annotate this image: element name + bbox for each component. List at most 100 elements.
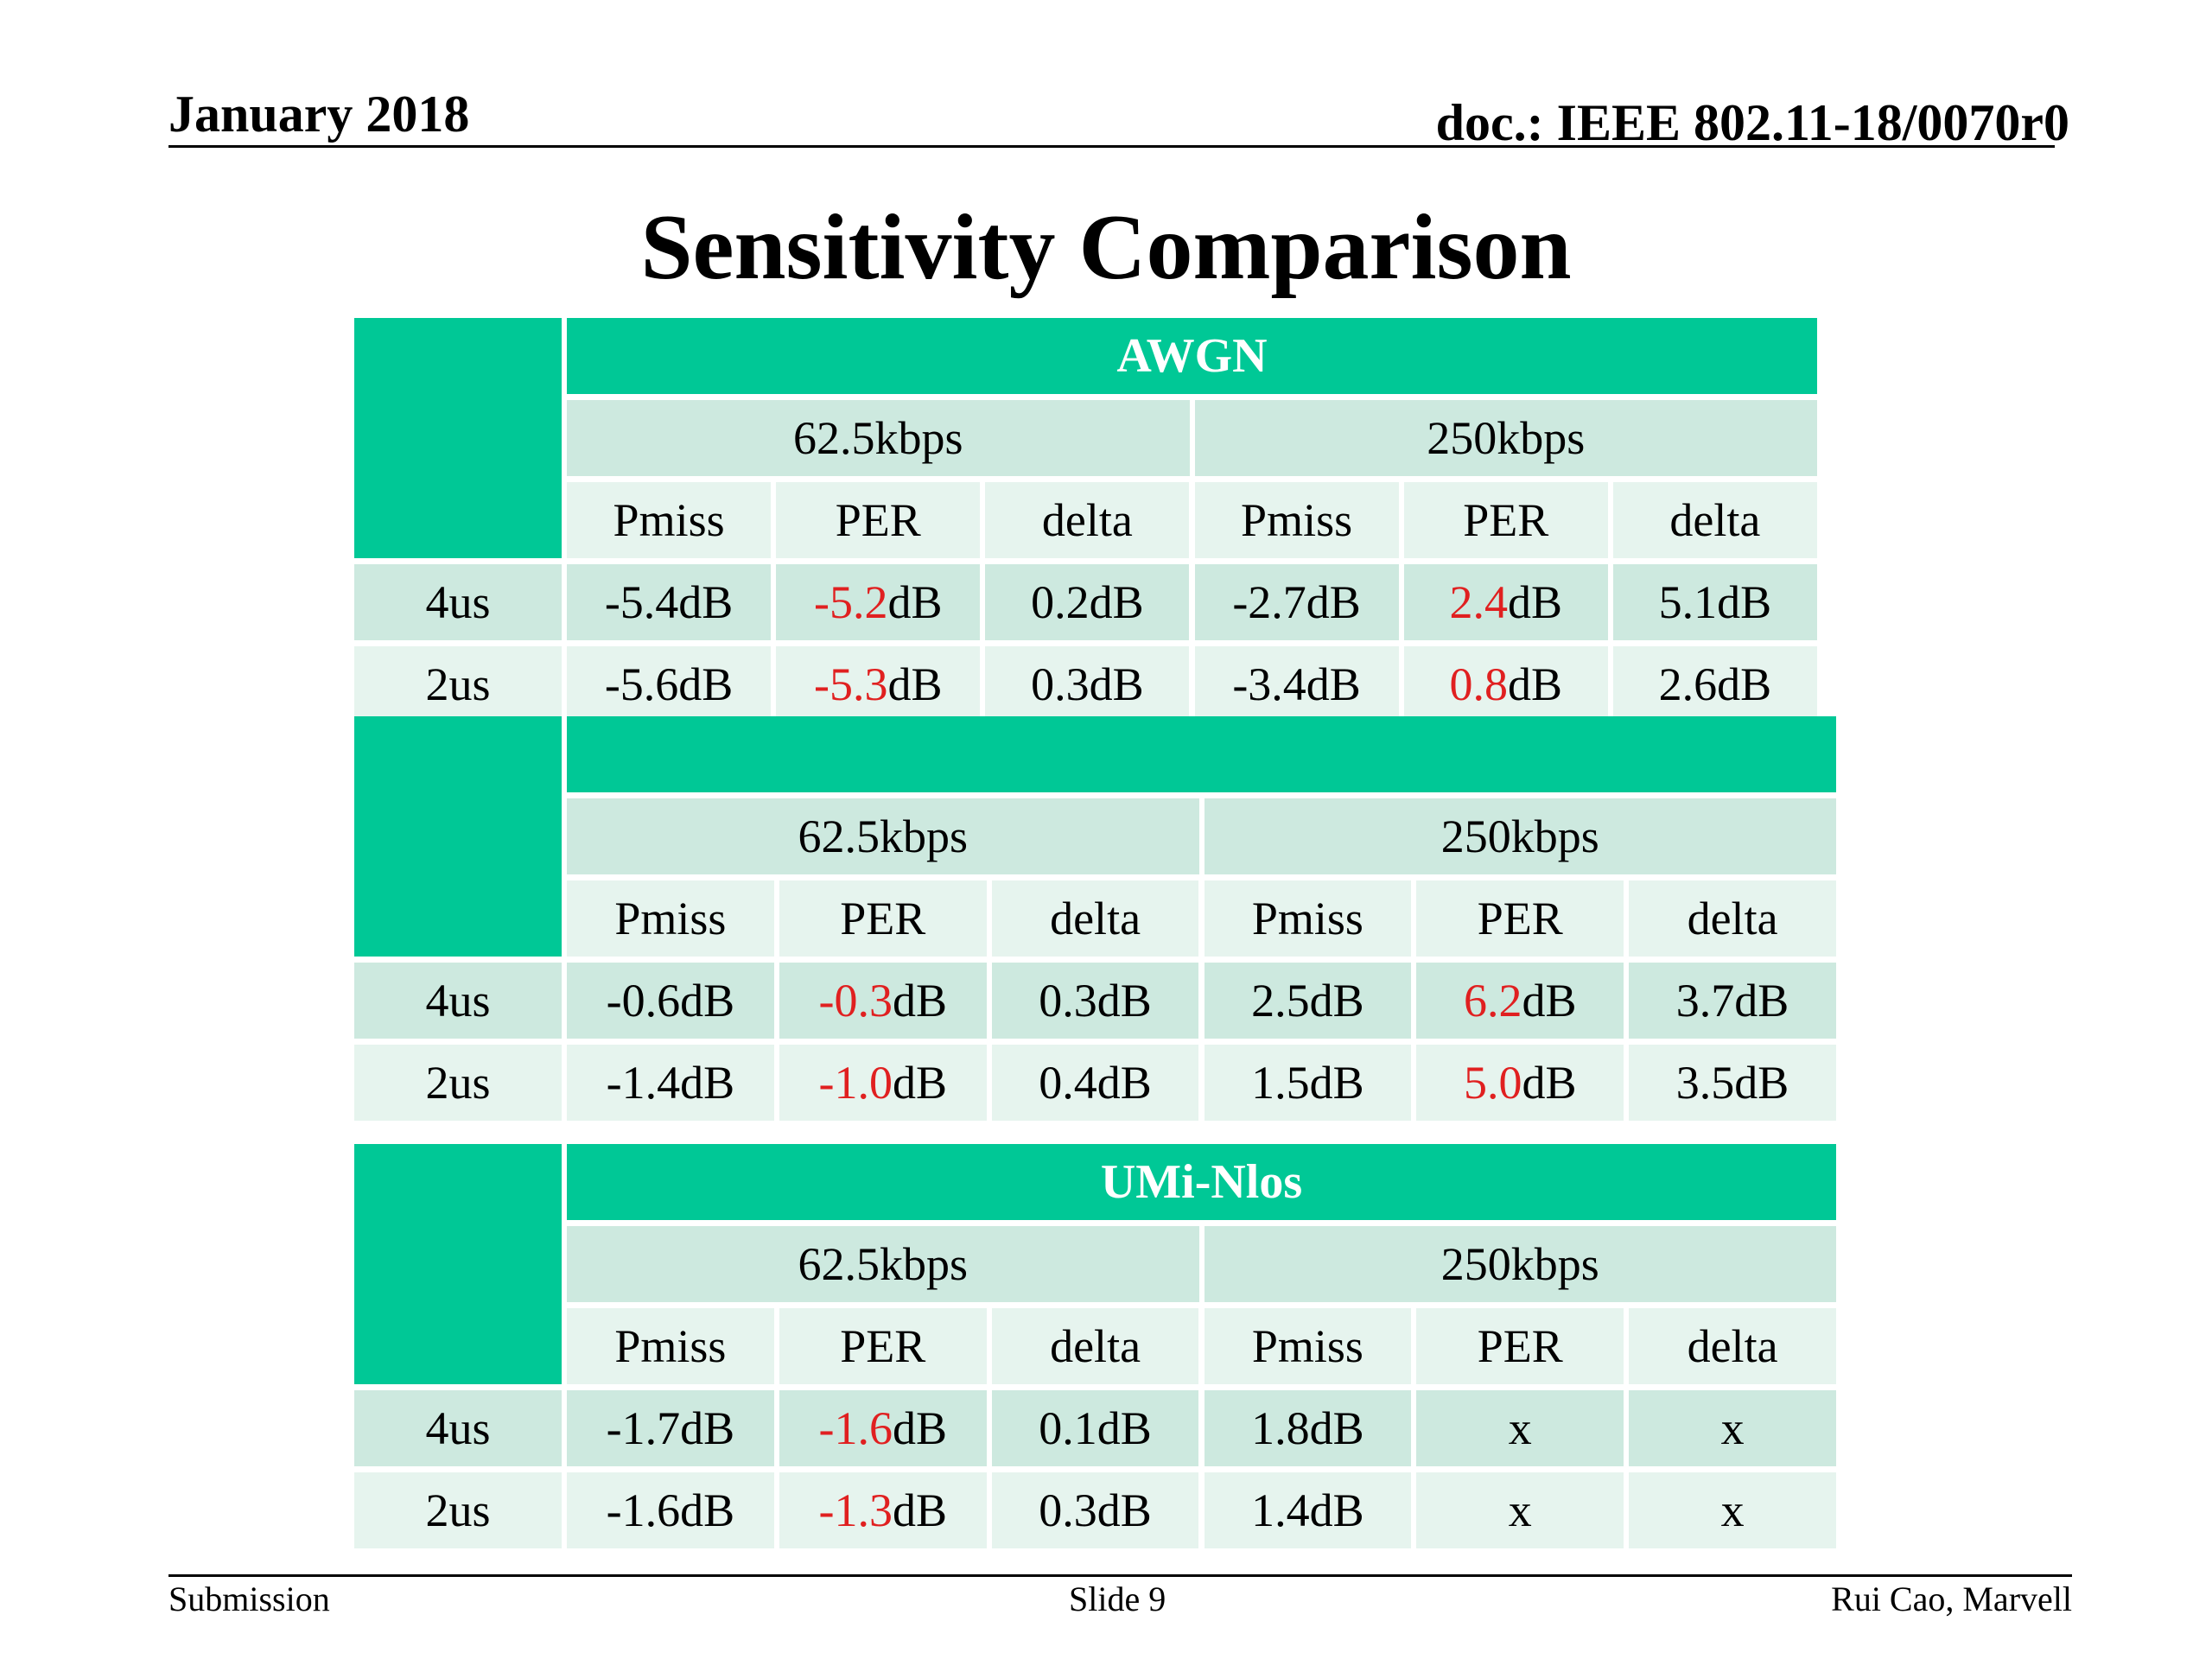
- cell-value: 0.3: [1039, 1484, 1097, 1536]
- cell-unit: dB: [892, 1484, 947, 1536]
- metric-label: PER: [840, 893, 926, 944]
- cell-value: -5.4: [604, 576, 679, 628]
- table-cell: -1.4 dB: [567, 1045, 774, 1121]
- metric-header: PER: [776, 482, 981, 558]
- table-cell: 5.1 dB: [1612, 564, 1817, 640]
- header-rule: [168, 145, 2055, 148]
- rate-header: 250kbps: [1194, 400, 1817, 476]
- cell-value: x: [1508, 1402, 1532, 1454]
- cell-unit: dB: [892, 975, 947, 1027]
- metric-label: Pmiss: [1241, 494, 1353, 546]
- metric-header: PER: [779, 880, 987, 957]
- cell-unit: dB: [1717, 658, 1772, 710]
- cell-value: x: [1508, 1484, 1532, 1536]
- cell-value: 1.4: [1251, 1484, 1310, 1536]
- table-cell: 0.2 dB: [985, 564, 1190, 640]
- metric-header: delta: [1629, 880, 1836, 957]
- table-cell: 1.8 dB: [1204, 1390, 1412, 1466]
- row-label: 2us: [354, 1045, 562, 1121]
- metric-header: PER: [1416, 880, 1624, 957]
- cell-value: -1.6: [606, 1484, 681, 1536]
- metric-header: delta: [991, 1308, 1199, 1384]
- metric-header: Pmiss: [567, 880, 774, 957]
- table-cell: -0.6 dB: [567, 963, 774, 1039]
- cell-unit: dB: [678, 576, 734, 628]
- cell-value: -3.4: [1232, 658, 1306, 710]
- cell-unit: dB: [1717, 576, 1772, 628]
- cell-value: 0.3: [1031, 658, 1090, 710]
- metric-header: delta: [1629, 1308, 1836, 1384]
- channel-label: AWGN: [1116, 329, 1268, 383]
- table-cell: 0.8 dB: [1403, 646, 1608, 722]
- rate-header: 250kbps: [1204, 1226, 1836, 1302]
- cell-unit: dB: [1507, 658, 1562, 710]
- rate-header: 250kbps: [1204, 798, 1836, 874]
- cell-value: -5.3: [813, 658, 888, 710]
- metric-label: delta: [1687, 1320, 1778, 1372]
- rate-label: 250kbps: [1440, 1238, 1599, 1290]
- cell-unit: dB: [887, 576, 943, 628]
- metric-header: Pmiss: [1194, 482, 1399, 558]
- metric-label: Pmiss: [1251, 1320, 1363, 1372]
- metric-header: delta: [985, 482, 1190, 558]
- table-cell: 2.6 dB: [1612, 646, 1817, 722]
- row-label: 2us: [354, 646, 562, 722]
- row-label-text: 2us: [425, 658, 491, 710]
- metric-header: Pmiss: [1204, 1308, 1412, 1384]
- table-cell: x: [1416, 1472, 1624, 1548]
- cell-unit: dB: [1096, 1057, 1152, 1109]
- cell-value: 2.5: [1251, 975, 1310, 1027]
- metric-label: PER: [1477, 1320, 1563, 1372]
- header-doc-id: doc.: IEEE 802.11-18/0070r0: [1435, 94, 2069, 151]
- table-corner: [354, 1144, 562, 1384]
- cell-value: -1.7: [606, 1402, 681, 1454]
- table-cell: 1.4 dB: [1204, 1472, 1412, 1548]
- rate-header: 62.5kbps: [567, 400, 1190, 476]
- row-label: 2us: [354, 1472, 562, 1548]
- metric-label: delta: [1669, 494, 1761, 546]
- cell-value: 0.3: [1039, 975, 1097, 1027]
- table-cell: 3.7 dB: [1629, 963, 1836, 1039]
- table-corner: [354, 716, 562, 957]
- cell-unit: dB: [1096, 1484, 1152, 1536]
- metric-header: delta: [991, 880, 1199, 957]
- cell-unit: dB: [1309, 975, 1364, 1027]
- table-cell: 1.5 dB: [1204, 1045, 1412, 1121]
- slide-title: Sensitivity Comparison: [640, 196, 1572, 299]
- cell-unit: dB: [1522, 1057, 1577, 1109]
- table-cell: 0.3 dB: [991, 963, 1199, 1039]
- cell-unit: dB: [1089, 658, 1144, 710]
- table-cell: 0.4 dB: [991, 1045, 1199, 1121]
- rate-label: 62.5kbps: [792, 412, 963, 464]
- metric-label: PER: [840, 1320, 926, 1372]
- cell-unit: dB: [892, 1057, 947, 1109]
- row-label-text: 4us: [425, 1402, 491, 1454]
- channel-header: UMi-Nlos: [567, 1144, 1836, 1220]
- cell-value: 0.8: [1449, 658, 1508, 710]
- cell-value: 2.4: [1449, 576, 1508, 628]
- metric-label: delta: [1050, 1320, 1141, 1372]
- cell-value: -1.3: [818, 1484, 893, 1536]
- table-cell: 5.0 dB: [1416, 1045, 1624, 1121]
- channel-header: [567, 716, 1836, 792]
- cell-unit: dB: [1734, 975, 1789, 1027]
- table-cell: -1.3 dB: [779, 1472, 987, 1548]
- cell-unit: dB: [678, 658, 734, 710]
- table-cell: x: [1416, 1390, 1624, 1466]
- channel-header: AWGN: [567, 318, 1817, 394]
- footer-author: Rui Cao, Marvell: [1831, 1580, 2072, 1618]
- channel-label: UMi-Nlos: [1100, 1155, 1303, 1209]
- cell-unit: dB: [680, 975, 735, 1027]
- cell-value: 3.5: [1675, 1057, 1735, 1109]
- cell-unit: dB: [1309, 1402, 1364, 1454]
- footer-slide-number: Slide 9: [1069, 1580, 1166, 1618]
- footer-rule: [168, 1574, 2072, 1577]
- metric-label: PER: [835, 494, 921, 546]
- metric-header: Pmiss: [1204, 880, 1412, 957]
- cell-unit: dB: [680, 1402, 735, 1454]
- table-cell: -0.3 dB: [779, 963, 987, 1039]
- cell-value: -0.6: [606, 975, 681, 1027]
- metric-header: PER: [1416, 1308, 1624, 1384]
- rate-label: 250kbps: [1440, 810, 1599, 862]
- rate-label: 62.5kbps: [798, 1238, 968, 1290]
